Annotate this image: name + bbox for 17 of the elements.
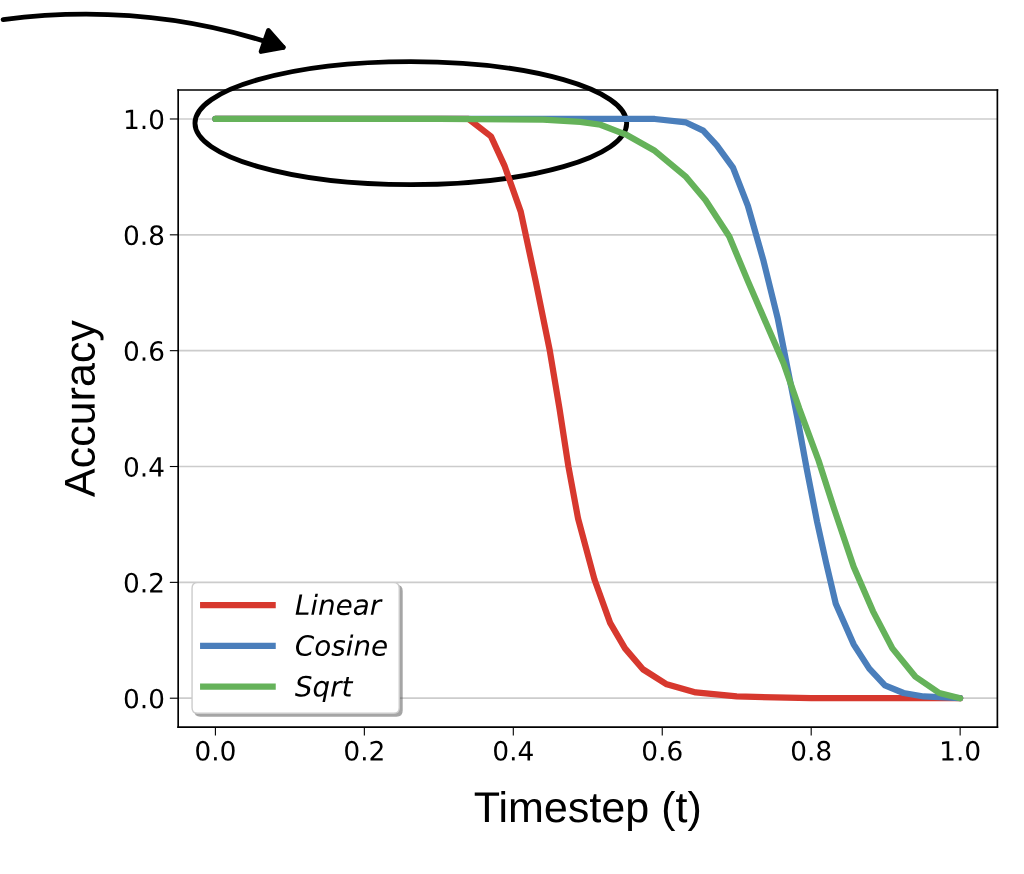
x-tick-label: 0.4 xyxy=(494,740,533,761)
y-axis-title: Accuracy xyxy=(65,320,104,498)
y-tick-label: 0.8 xyxy=(124,225,164,246)
x-tick-label: 0.0 xyxy=(196,740,235,761)
legend-label: Cosine xyxy=(296,634,387,657)
x-tick-label: 1.0 xyxy=(942,740,980,761)
y-tick-label: 0.4 xyxy=(124,456,164,477)
legend-label: Linear xyxy=(295,593,383,616)
y-tick-label: 1.0 xyxy=(125,109,164,130)
y-tick-label: 0.6 xyxy=(124,341,164,362)
legend-label: Sqrt xyxy=(295,675,354,703)
y-tick-label: 0.2 xyxy=(124,572,163,593)
x-tick-label: 0.2 xyxy=(345,740,383,761)
x-axis-title: Timestep (t) xyxy=(474,790,700,832)
x-tick-label: 0.6 xyxy=(643,740,682,761)
y-tick-label: 0.0 xyxy=(124,688,164,709)
x-tick-label: 0.8 xyxy=(791,740,831,761)
